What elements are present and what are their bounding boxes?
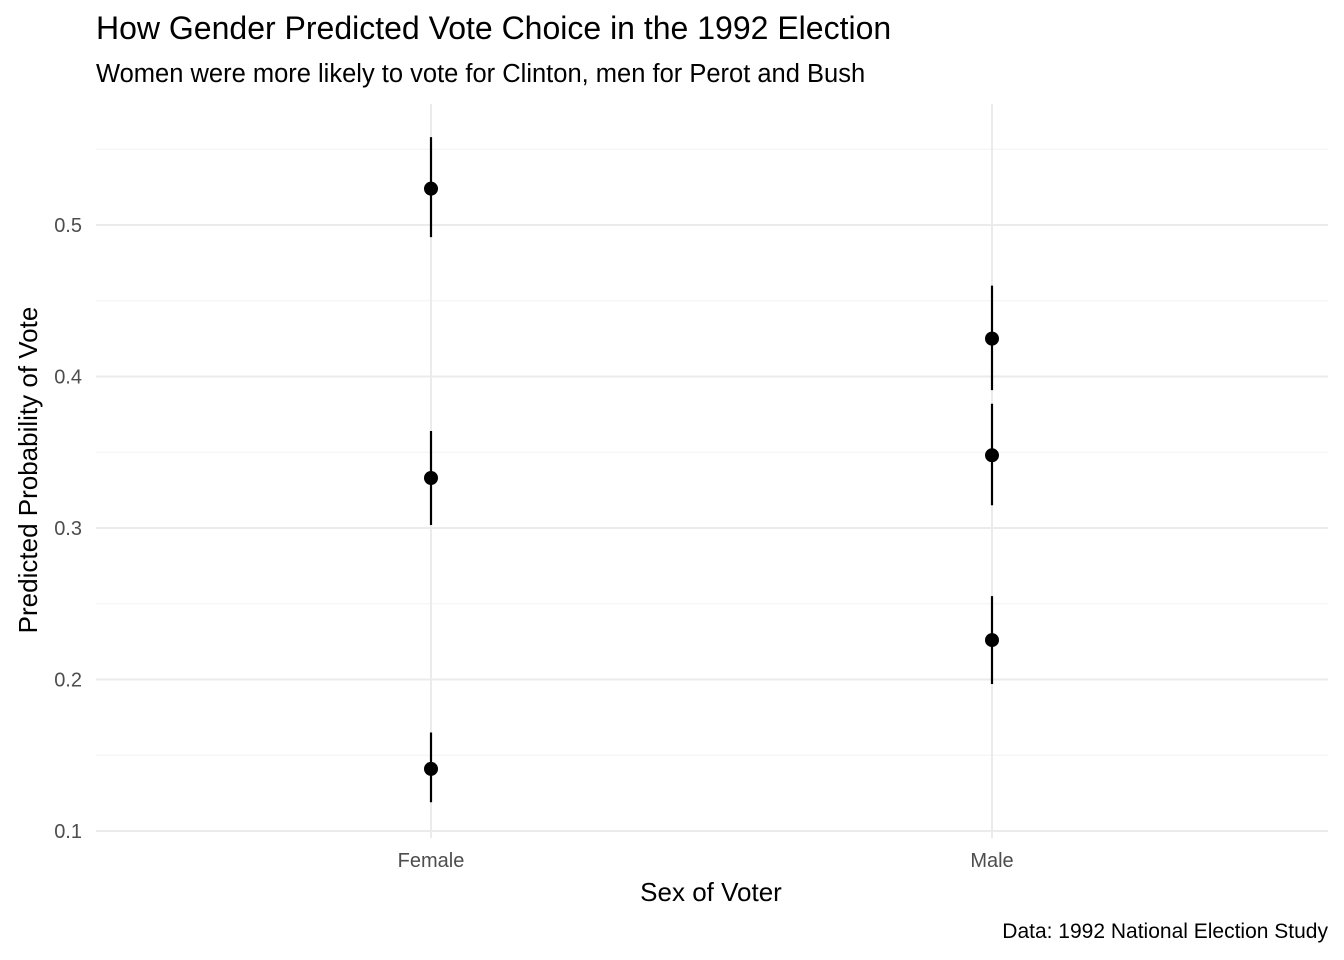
y-tick-label: 0.1: [54, 821, 82, 843]
data-point: [424, 181, 438, 196]
data-point: [985, 633, 999, 648]
grid-lines: [96, 104, 1328, 838]
y-tick-label: 0.5: [54, 215, 82, 237]
chart-caption: Data: 1992 National Election Study: [1002, 920, 1328, 943]
x-tick-labels: Female Male: [398, 850, 1014, 872]
chart-title: How Gender Predicted Vote Choice in the …: [96, 10, 892, 46]
chart-subtitle: Women were more likely to vote for Clint…: [96, 60, 866, 88]
y-tick-label: 0.2: [54, 670, 82, 692]
data-point: [424, 471, 438, 486]
x-axis-title: Sex of Voter: [640, 877, 782, 907]
y-tick-label: 0.4: [54, 367, 82, 389]
y-tick-labels: 0.1 0.2 0.3 0.4 0.5: [54, 215, 82, 843]
data-point: [985, 448, 999, 463]
data-point: [424, 761, 438, 776]
x-tick-label: Male: [970, 850, 1013, 872]
data-point: [985, 331, 999, 346]
y-tick-label: 0.3: [54, 518, 82, 540]
y-axis-title: Predicted Probability of Vote: [13, 307, 43, 634]
x-tick-label: Female: [398, 850, 465, 872]
data-points: [424, 137, 999, 803]
